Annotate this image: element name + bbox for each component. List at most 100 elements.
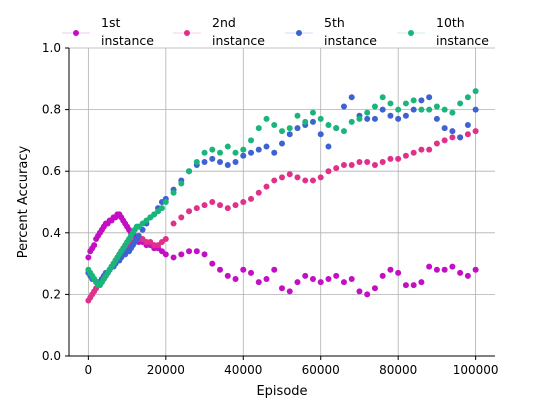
legend: 1st instance 2nd instance 5th instance 10th ins… [62, 15, 489, 48]
data-point [240, 146, 247, 153]
data-point [340, 279, 347, 286]
data-point [395, 106, 402, 113]
data-point [201, 149, 208, 156]
data-point [294, 279, 301, 286]
data-point [255, 146, 262, 153]
data-point [263, 143, 270, 150]
data-point [240, 266, 247, 273]
data-point [302, 272, 309, 279]
data-point [85, 254, 92, 261]
data-point [263, 115, 270, 122]
data-point [91, 242, 98, 249]
data-point [325, 143, 332, 150]
data-point [162, 199, 169, 205]
data-point [217, 149, 224, 156]
legend-item: 5th instance [285, 15, 377, 48]
axes [65, 47, 495, 360]
data-point [410, 106, 417, 113]
data-point [317, 115, 324, 122]
data-point [232, 158, 239, 165]
data-point [410, 149, 417, 156]
data-point [418, 97, 425, 104]
data-point [325, 168, 332, 175]
data-point [472, 266, 479, 273]
data-point [224, 272, 231, 279]
data-point [333, 125, 340, 132]
data-point [410, 282, 417, 289]
data-point [209, 155, 216, 162]
legend-label: instance [324, 33, 377, 48]
data-point [449, 263, 456, 270]
series-1 [85, 211, 479, 298]
data-point [309, 177, 316, 184]
tick-labels: 0 20000 40000 60000 80000 100000 0.0 0.2 0.4 0.6 0… [42, 41, 499, 377]
data-point [271, 122, 278, 128]
x-tick-label: 20000 [147, 363, 185, 377]
data-point [402, 112, 409, 119]
data-point [201, 158, 208, 165]
x-tick-label: 40000 [224, 363, 262, 377]
data-point [364, 115, 371, 122]
data-point [348, 118, 355, 125]
data-point [279, 285, 285, 292]
y-tick-label: 0.4 [42, 226, 61, 240]
data-point [433, 266, 440, 273]
data-point [224, 162, 231, 169]
legend-label: 5th [324, 15, 345, 30]
data-point [271, 177, 278, 184]
data-point [279, 128, 285, 135]
legend-marker [184, 30, 190, 36]
legend-label: 2nd [212, 15, 236, 30]
data-point [224, 205, 231, 212]
data-point [193, 205, 200, 212]
data-point [217, 202, 224, 209]
data-point [441, 125, 448, 132]
data-point [379, 94, 386, 101]
data-point [395, 269, 402, 276]
data-point [340, 128, 347, 135]
data-point [402, 152, 409, 159]
data-point [426, 146, 433, 153]
data-point [371, 285, 378, 292]
data-point [371, 115, 378, 122]
data-point [402, 100, 409, 107]
y-tick-label: 0.2 [42, 287, 61, 301]
series-2 [85, 128, 479, 304]
data-point [410, 97, 417, 104]
data-point [263, 183, 270, 190]
data-point [240, 199, 247, 205]
data-point [418, 106, 425, 113]
data-point [395, 155, 402, 162]
data-point [472, 128, 479, 135]
data-point [464, 272, 471, 279]
data-point [271, 266, 278, 273]
data-point [472, 106, 479, 113]
data-point [158, 205, 165, 212]
y-tick-label: 0.0 [42, 349, 61, 363]
data-point [248, 195, 255, 202]
data-point [162, 235, 169, 242]
data-point [333, 165, 340, 172]
data-point [248, 149, 255, 156]
data-point [472, 88, 479, 95]
data-point [286, 171, 293, 178]
y-tick-label: 0.6 [42, 164, 61, 178]
legend-item: 1st instance [62, 15, 154, 48]
data-point [356, 158, 363, 165]
series-3 [85, 94, 479, 286]
data-point [441, 106, 448, 113]
x-tick-label: 80000 [379, 363, 417, 377]
legend-label: instance [101, 33, 154, 48]
legend-label: 1st [101, 15, 120, 30]
data-point [255, 125, 262, 132]
data-point [279, 140, 285, 147]
data-point [286, 125, 293, 132]
data-point [348, 94, 355, 101]
data-point [209, 199, 216, 205]
data-point [170, 254, 177, 261]
data-point [426, 94, 433, 101]
data-point [193, 248, 200, 255]
data-point [333, 272, 340, 279]
data-point [224, 143, 231, 150]
